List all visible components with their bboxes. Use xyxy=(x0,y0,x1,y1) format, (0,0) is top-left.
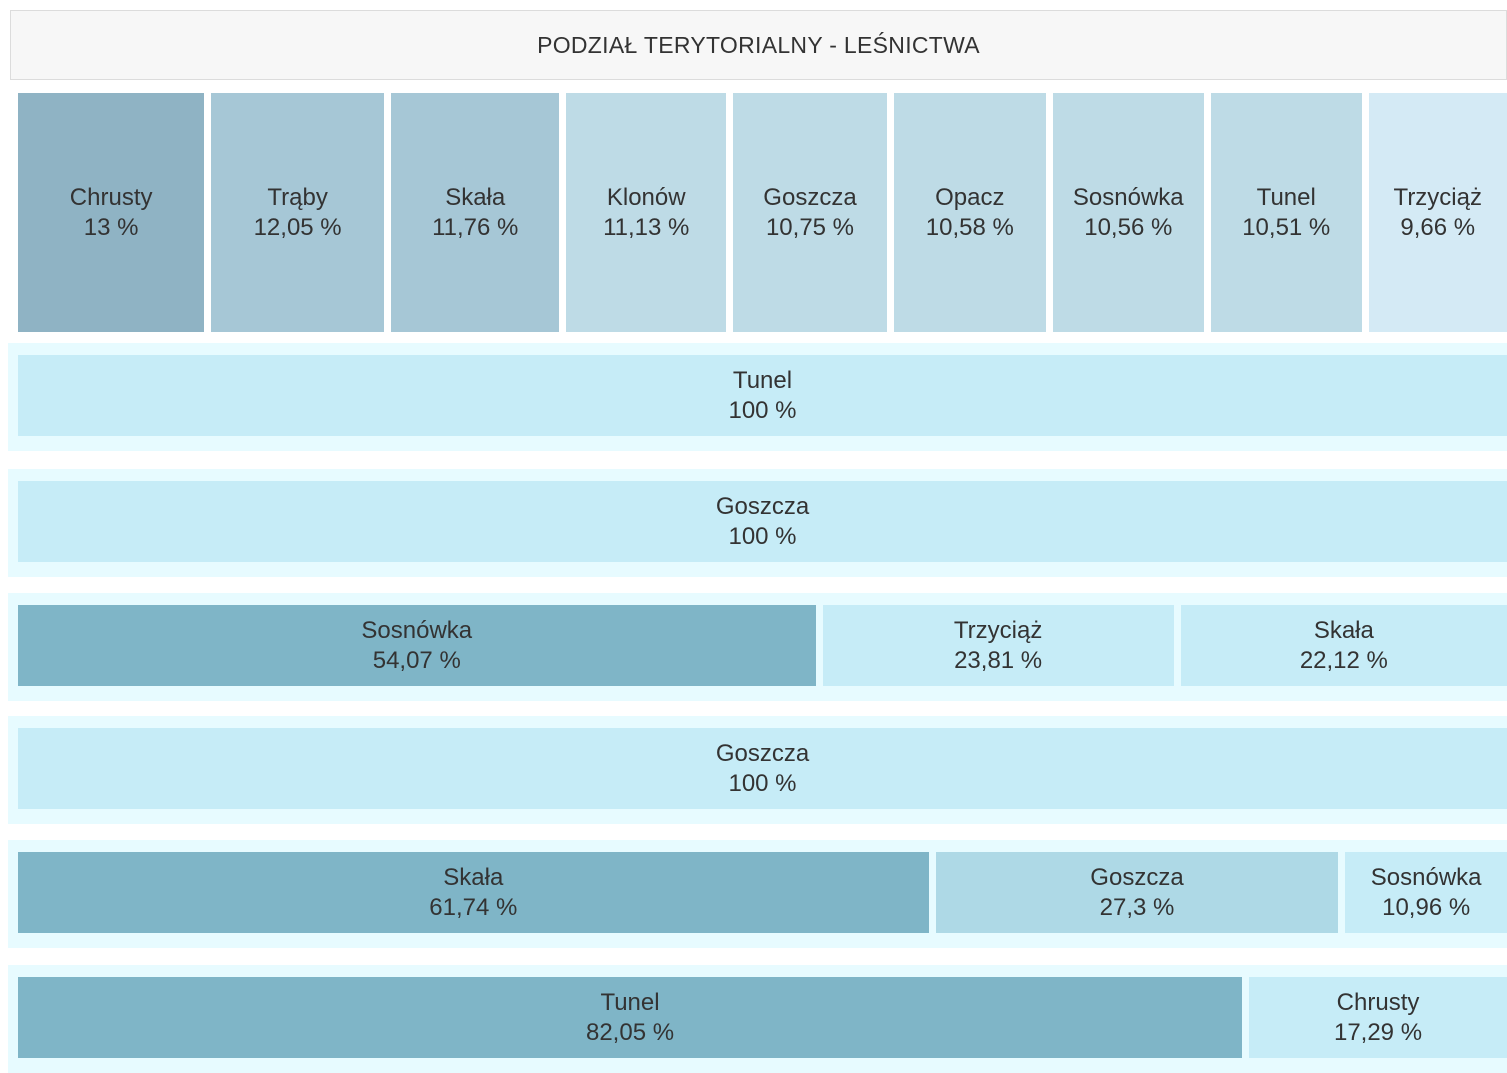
tile-value-label: 23,81 % xyxy=(954,646,1043,674)
tile: Chrusty 13 % xyxy=(18,93,205,332)
tile: Sosnówka 54,07 % xyxy=(18,605,816,686)
tile-value-label: 100 % xyxy=(728,769,797,797)
tile-name: Goszcza xyxy=(715,492,810,520)
tile-value-label: 10,75 % xyxy=(765,213,855,241)
tile: Klonów 11,13 % xyxy=(566,93,726,332)
tile: Goszcza 10,75 % xyxy=(732,93,888,332)
tile-value-label: 22,12 % xyxy=(1299,646,1388,674)
tile-value-label: 61,74 % xyxy=(429,893,518,921)
tile-value-label: 82,05 % xyxy=(585,1018,675,1046)
tile: Skała 61,74 % xyxy=(18,852,929,933)
header-title: PODZIAŁ TERYTORIALNY - LEŚNICTWA xyxy=(10,10,1507,80)
tile-name: Skała xyxy=(1313,616,1374,644)
tile: Trąby 12,05 % xyxy=(211,93,384,332)
tile: Goszcza 100 % xyxy=(18,728,1507,809)
tile-value-label: 17,29 % xyxy=(1333,1018,1423,1046)
tile-name: Tunel xyxy=(732,366,793,394)
tile-value-label: 10,51 % xyxy=(1242,213,1331,241)
tile-value-label: 100 % xyxy=(728,396,797,424)
tile-name: Chrusty xyxy=(1336,988,1420,1016)
tile: Sosnówka 10,96 % xyxy=(1345,852,1507,933)
tile-name: Goszcza xyxy=(763,183,857,211)
tile-value-label: 54,07 % xyxy=(372,646,461,674)
tile-name: Chrusty xyxy=(69,183,153,211)
tile: Tunel 82,05 % xyxy=(18,977,1243,1058)
tile-name: Sosnówka xyxy=(1370,863,1482,891)
tile-name: Trzyciąż xyxy=(953,616,1043,644)
tile: Trzyciąż 23,81 % xyxy=(822,605,1174,686)
tile-name: Sosnówka xyxy=(361,616,473,644)
tile-value-label: 13 % xyxy=(83,213,139,241)
tile: Goszcza 100 % xyxy=(18,481,1507,562)
tile-value-label: 10,58 % xyxy=(925,213,1014,241)
tile-name: Opacz xyxy=(935,183,1005,211)
tile-value-label: 9,66 % xyxy=(1400,213,1476,241)
tile: Trzyciąż 9,66 % xyxy=(1368,93,1507,332)
tile-value-label: 10,96 % xyxy=(1382,893,1471,921)
tile-name: Tunel xyxy=(1256,183,1316,211)
tile-value-label: 12,05 % xyxy=(253,213,342,241)
tile-name: Goszcza xyxy=(1090,863,1184,891)
tile-value-label: 10,56 % xyxy=(1084,213,1173,241)
tile: Tunel 100 % xyxy=(18,355,1507,436)
tile: Skała 11,76 % xyxy=(390,93,560,332)
tile-name: Trzyciąż xyxy=(1393,183,1482,211)
tile-value-label: 11,13 % xyxy=(603,213,690,241)
tile: Skała 22,12 % xyxy=(1180,605,1507,686)
tile-value-label: 100 % xyxy=(728,522,797,550)
tile: Tunel 10,51 % xyxy=(1210,93,1362,332)
tile-name: Goszcza xyxy=(715,739,810,767)
tile-value-label: 27,3 % xyxy=(1099,893,1175,921)
tile-name: Trąby xyxy=(267,183,328,211)
tile-name: Tunel xyxy=(600,988,660,1016)
tile-name: Skała xyxy=(443,863,504,891)
tile: Sosnówka 10,56 % xyxy=(1052,93,1204,332)
tile: Chrusty 17,29 % xyxy=(1249,977,1507,1058)
tile-name: Skała xyxy=(445,183,506,211)
tile: Opacz 10,58 % xyxy=(894,93,1046,332)
tile-value-label: 11,76 % xyxy=(432,213,519,241)
tile-name: Klonów xyxy=(606,183,686,211)
tile-name: Sosnówka xyxy=(1072,183,1184,211)
tile: Goszcza 27,3 % xyxy=(935,852,1339,933)
